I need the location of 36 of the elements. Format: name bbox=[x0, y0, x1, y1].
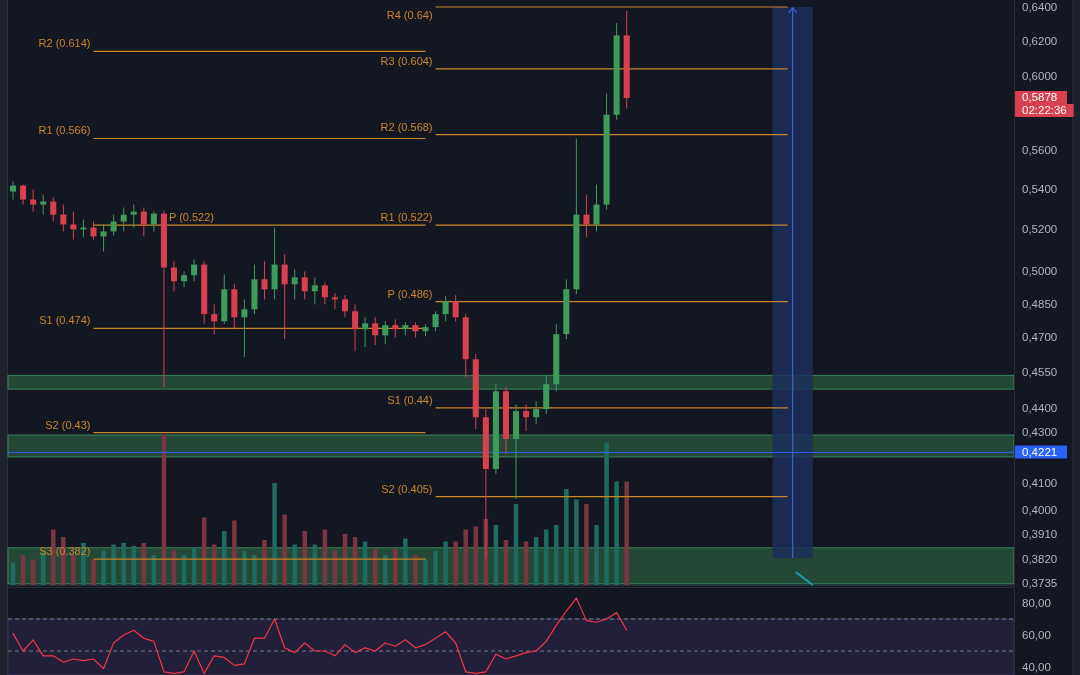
y-tick-label: 0,4850 bbox=[1022, 297, 1058, 310]
series-label: S2 (0.405) bbox=[381, 482, 433, 495]
ref-line-label: 0,4221 bbox=[1022, 445, 1058, 458]
y-tick-label: 0,6000 bbox=[1022, 70, 1058, 83]
y-tick-label: 0,6400 bbox=[1022, 0, 1058, 13]
y-tick-label: 80,00 bbox=[1022, 596, 1051, 609]
y-tick-label: 0,5600 bbox=[1022, 143, 1058, 156]
y-tick-label: 0,4700 bbox=[1022, 331, 1058, 344]
y-tick-label: 0,4100 bbox=[1022, 477, 1058, 490]
series-label: R1 (0.566) bbox=[38, 124, 91, 137]
series-label: R2 (0.614) bbox=[38, 37, 91, 50]
series-label: P (0.486) bbox=[387, 287, 433, 300]
y-tick-label: 0,5000 bbox=[1022, 265, 1058, 278]
y-tick-label: 60,00 bbox=[1022, 628, 1051, 641]
y-tick-label: 0,5400 bbox=[1022, 182, 1058, 195]
y-tick-label: 0,3735 bbox=[1022, 577, 1058, 590]
y-tick-label: 0,4550 bbox=[1022, 366, 1058, 379]
y-tick-label: 0,4000 bbox=[1022, 503, 1058, 516]
y-tick-label: 0,6200 bbox=[1022, 34, 1058, 47]
series-label: R4 (0.64) bbox=[386, 9, 433, 21]
y-tick-label: 0,4400 bbox=[1022, 401, 1058, 414]
series-label: R2 (0.568) bbox=[380, 120, 433, 133]
series-label: S3 (0.382) bbox=[39, 545, 91, 558]
series-label: S1 (0.474) bbox=[39, 314, 91, 327]
series-label: R3 (0.604) bbox=[380, 54, 433, 67]
series-label: S2 (0.43) bbox=[45, 418, 91, 431]
y-tick-label: 0,3820 bbox=[1022, 553, 1058, 566]
y-tick-label: 40,00 bbox=[1022, 660, 1051, 673]
series-label: S1 (0.44) bbox=[387, 393, 433, 406]
series-label: P (0.522) bbox=[168, 211, 215, 224]
series-label: R1 (0.522) bbox=[380, 211, 433, 224]
text: 02:22:36 bbox=[1022, 104, 1067, 117]
y-tick-label: 0,4300 bbox=[1022, 426, 1058, 439]
text: 0,5878 bbox=[1022, 91, 1058, 104]
y-tick-label: 0,5200 bbox=[1022, 223, 1058, 236]
y-tick-label: 0,3910 bbox=[1022, 528, 1058, 541]
